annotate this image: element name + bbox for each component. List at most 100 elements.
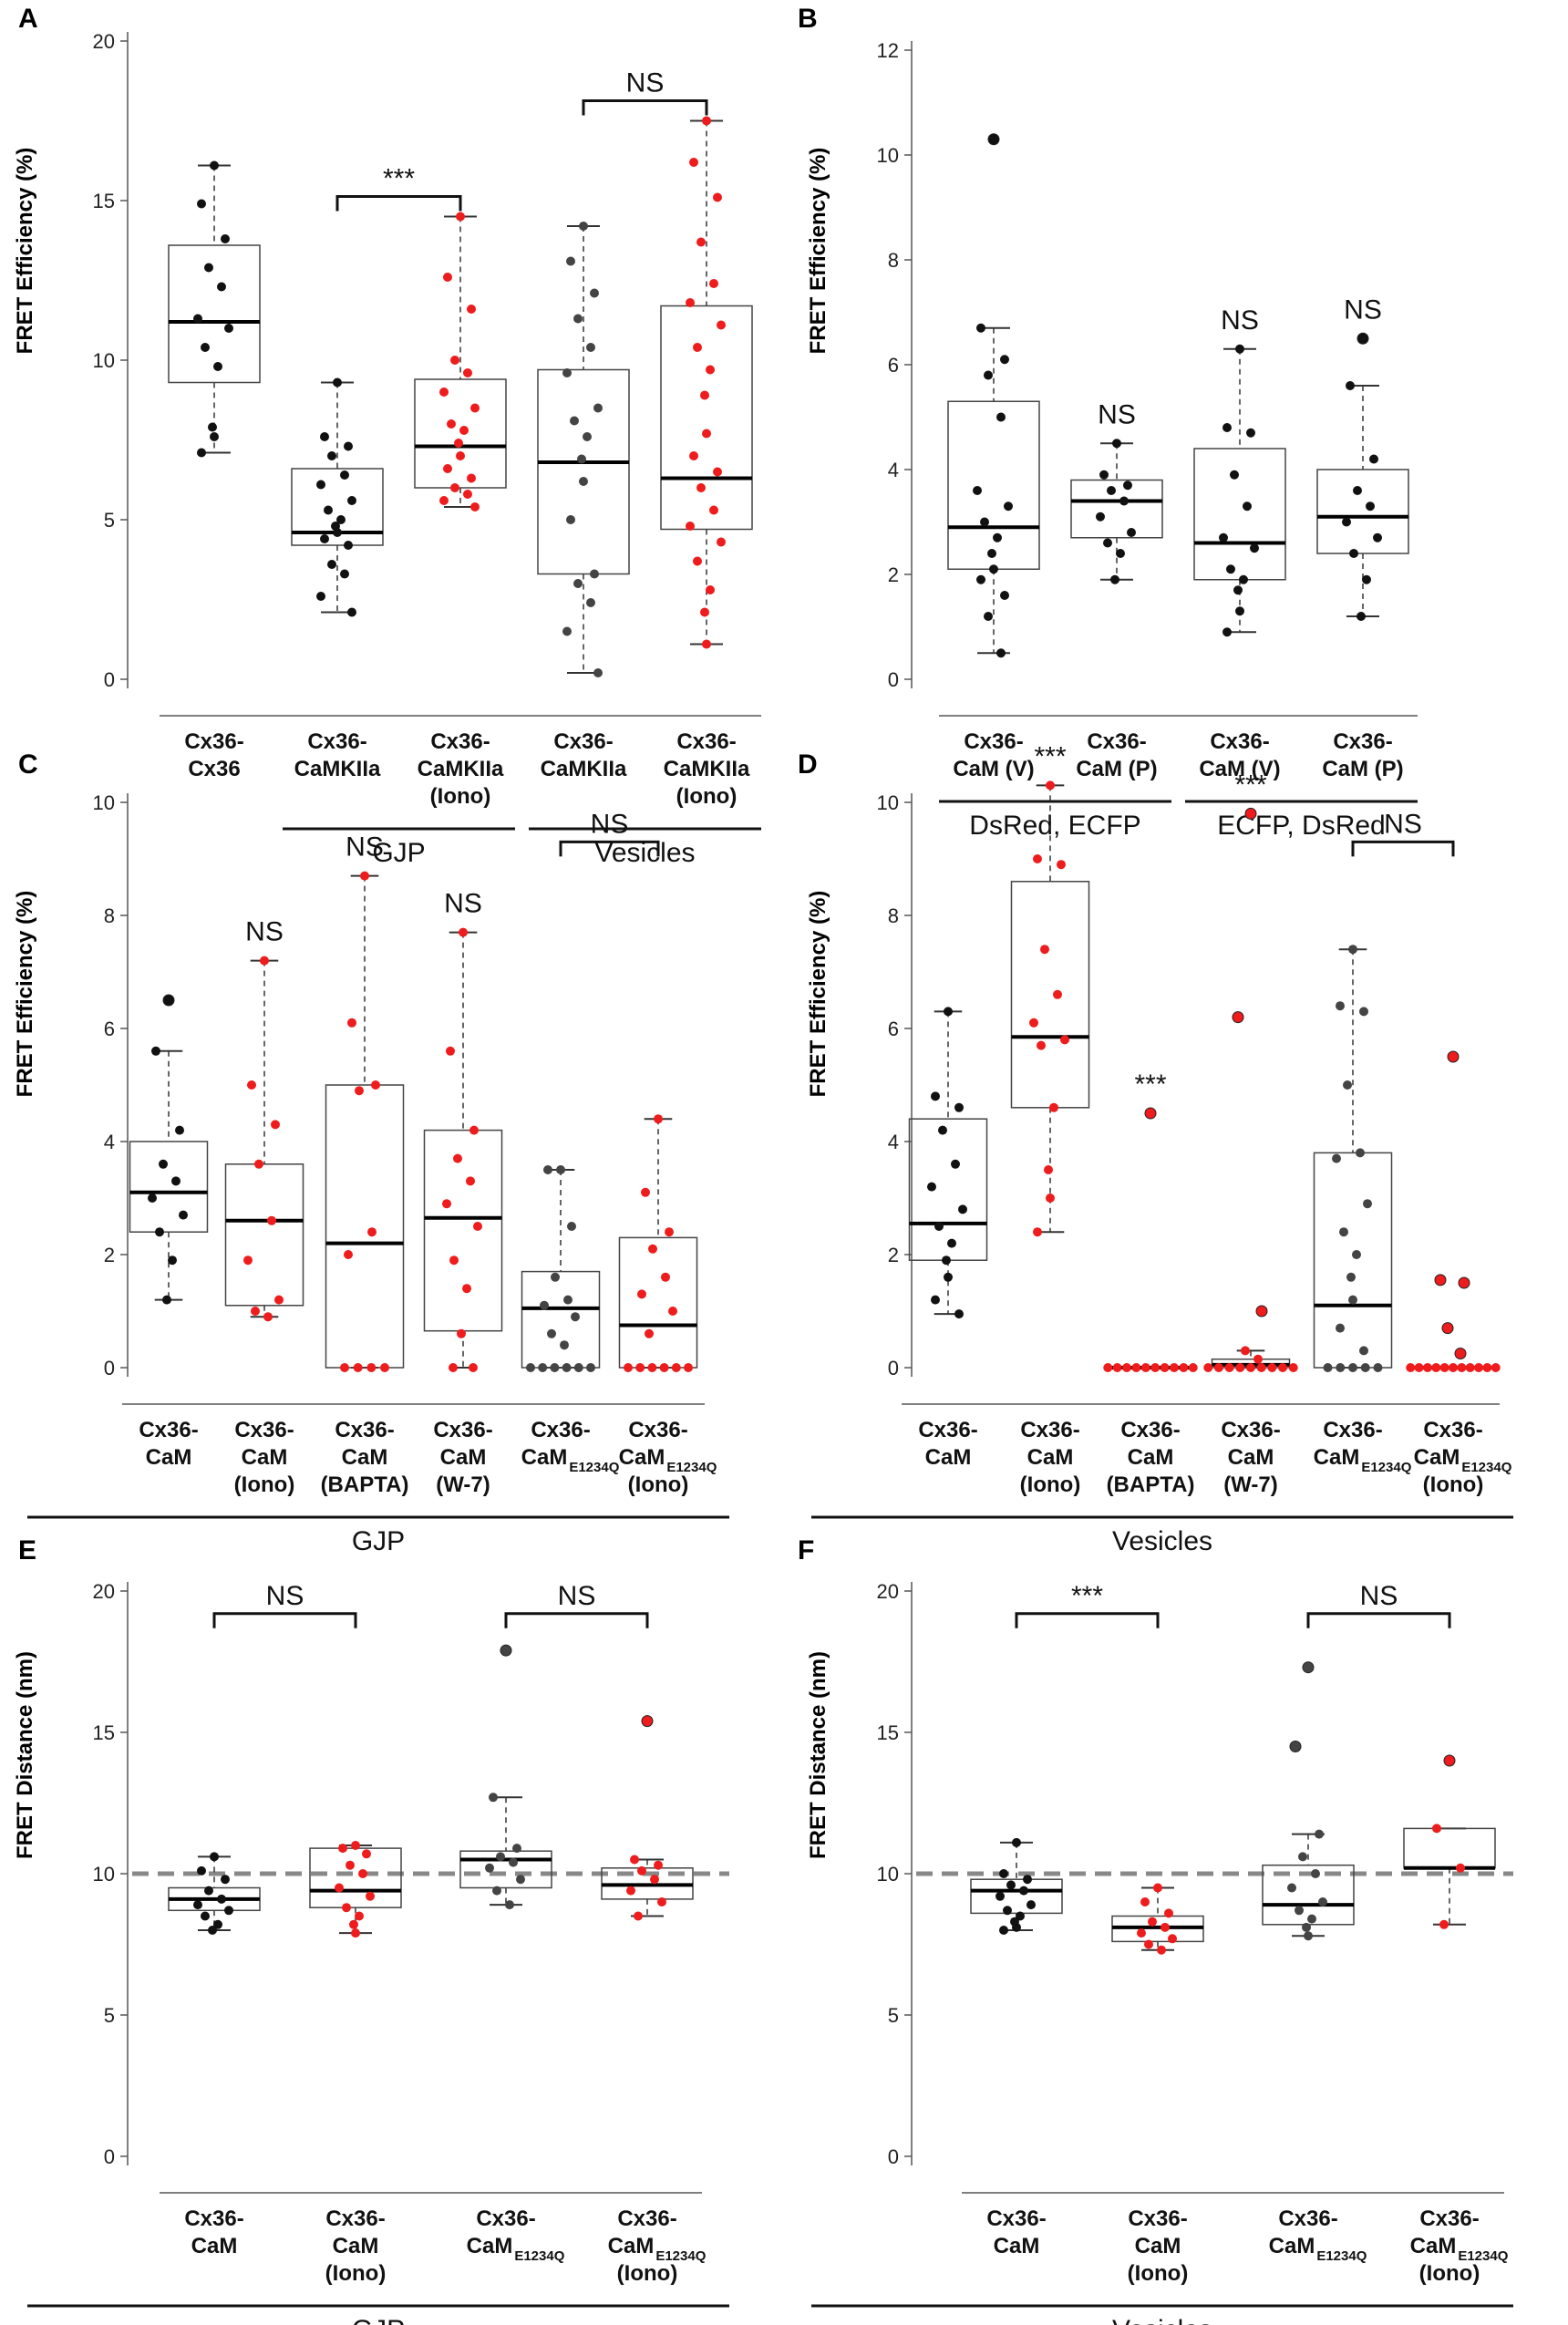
data-point	[1454, 1348, 1467, 1359]
data-point	[1049, 1102, 1058, 1112]
box-4: Cx36- CaMKIIa	[537, 222, 630, 781]
data-point	[538, 1363, 548, 1372]
data-point	[713, 467, 722, 477]
category-label-line: (Iono)	[1020, 1472, 1081, 1497]
data-point	[175, 1125, 184, 1135]
data-point	[1033, 1227, 1042, 1237]
category-label-line: (W-7)	[436, 1472, 490, 1497]
data-point	[626, 1886, 635, 1896]
category-label-line: (Iono)	[676, 784, 738, 809]
category-label-line: CaM	[1314, 1445, 1360, 1470]
data-point	[1356, 1148, 1365, 1158]
data-point	[1046, 780, 1055, 790]
data-point	[316, 592, 325, 601]
data-point	[1243, 501, 1252, 512]
data-point	[344, 441, 353, 451]
category-label-line: CaM	[1128, 1445, 1174, 1470]
category-label-line: Cx36-	[1087, 729, 1146, 754]
data-point	[443, 464, 452, 473]
data-point	[1346, 381, 1355, 390]
category-label-line: CaM	[994, 2234, 1040, 2258]
category-label-line: CaM	[440, 1445, 487, 1470]
data-point	[556, 1165, 565, 1174]
data-point	[999, 1869, 1008, 1878]
data-point	[1434, 1274, 1447, 1286]
data-point	[1406, 1363, 1416, 1372]
data-point	[1302, 1922, 1311, 1932]
data-point	[316, 480, 325, 490]
data-point	[267, 1215, 276, 1225]
data-point	[590, 569, 599, 579]
data-point	[657, 1897, 666, 1906]
y-tick-label: 0	[104, 1357, 115, 1380]
group-label: ECFP, DsRed	[1217, 811, 1386, 841]
data-point	[1103, 538, 1112, 548]
y-tick-label: 20	[93, 1580, 115, 1603]
data-point	[210, 160, 219, 170]
y-tick-label: 4	[104, 1131, 115, 1153]
box-3: Cx36- CaM E1234Q	[1262, 1661, 1367, 2264]
data-point	[197, 199, 206, 209]
significance-label: ***	[1134, 1070, 1166, 1100]
category-label-line: Cx36-	[234, 1418, 294, 1442]
data-point	[251, 1307, 260, 1316]
significance-bracket	[335, 195, 462, 212]
y-tick-label: 20	[93, 30, 115, 53]
category-label-line: Cx36-	[1423, 1418, 1482, 1442]
category-label-line: (Iono)	[1128, 2261, 1189, 2286]
data-point	[210, 432, 219, 441]
data-point	[942, 1256, 951, 1266]
data-point	[148, 1194, 157, 1203]
data-point	[1366, 501, 1375, 512]
data-point	[335, 1883, 344, 1893]
data-point	[208, 1926, 217, 1935]
data-point	[463, 368, 472, 377]
category-label-line: Cx36-	[1120, 1418, 1180, 1442]
data-point	[1431, 1363, 1441, 1372]
y-tick-label: 10	[877, 144, 899, 167]
data-point	[470, 403, 480, 413]
data-point	[954, 1309, 964, 1319]
data-point	[333, 528, 342, 537]
category-label-line: CaMKIIa	[664, 757, 750, 781]
data-point	[635, 1363, 645, 1372]
data-point	[1188, 1363, 1198, 1372]
data-point	[689, 158, 698, 167]
box-2: Cx36- CaM (P)	[1070, 439, 1163, 781]
data-point	[1318, 1897, 1327, 1906]
category-label-subscript: E1234Q	[1316, 2248, 1367, 2264]
box-iqr	[414, 378, 507, 489]
data-point	[340, 470, 349, 480]
data-point	[641, 1187, 650, 1197]
significance-label: NS	[266, 1581, 304, 1611]
data-point	[193, 314, 202, 324]
data-point	[366, 1891, 375, 1901]
y-tick-label: 15	[877, 1721, 899, 1744]
data-point	[993, 532, 1002, 542]
data-point	[1250, 543, 1259, 553]
data-point	[512, 1844, 521, 1854]
significance-label: ***	[1034, 741, 1066, 771]
data-point	[931, 1091, 940, 1101]
data-point	[540, 1300, 549, 1310]
data-point	[1222, 627, 1232, 637]
data-point	[1241, 1346, 1250, 1356]
data-point	[1432, 1824, 1441, 1834]
data-point	[1150, 1363, 1161, 1372]
data-point	[320, 432, 329, 441]
data-point	[1160, 1363, 1170, 1372]
data-point	[1168, 1934, 1177, 1944]
category-label-line: Cx36-	[1323, 1418, 1382, 1442]
data-point	[562, 626, 572, 636]
data-point	[1232, 1011, 1244, 1024]
data-point	[470, 502, 480, 512]
significance-label: NS	[444, 889, 482, 919]
category-label-line: CaM	[146, 1445, 192, 1470]
box-4: Cx36- CaM E1234Q(Iono)	[601, 1715, 707, 2286]
y-tick-label: 8	[888, 249, 899, 272]
data-point	[1439, 1363, 1449, 1372]
data-point	[706, 365, 715, 375]
data-point	[1253, 1354, 1263, 1364]
